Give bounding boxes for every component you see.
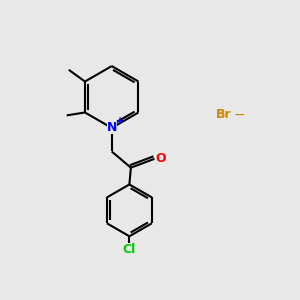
- Text: N: N: [107, 121, 118, 134]
- Text: −: −: [234, 108, 246, 122]
- Text: Br: Br: [216, 108, 231, 121]
- Text: Cl: Cl: [123, 243, 136, 256]
- Text: +: +: [116, 116, 124, 126]
- Text: O: O: [156, 152, 166, 165]
